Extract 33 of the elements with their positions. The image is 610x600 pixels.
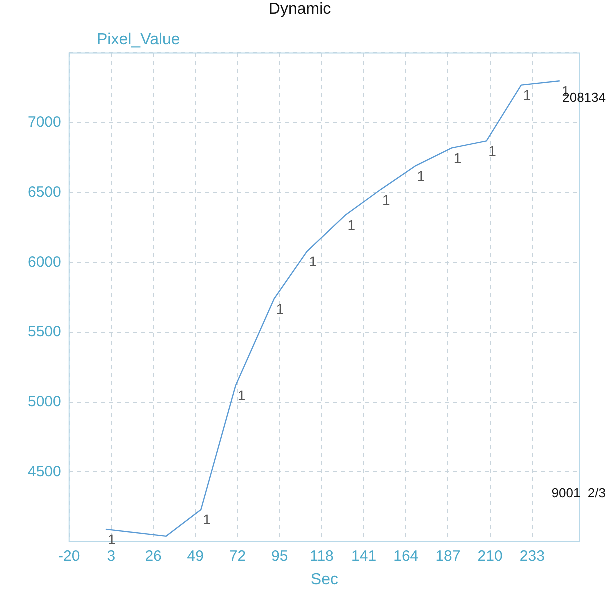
annotation: 1 [454,150,462,166]
y-tick-label: 5000 [28,393,62,410]
y-tick-label: 4500 [28,463,62,480]
x-tick-label: 49 [187,548,204,566]
annotation: 1 [348,217,356,234]
annotation: 1 [238,387,246,404]
x-tick-label: 118 [310,548,334,566]
y-tick-label: 6000 [28,254,62,271]
x-tick-label: -20 [58,548,80,566]
y-tick-label: 6500 [28,184,62,201]
y-tick-label: 7000 [28,114,62,132]
annotation: 1 [203,512,212,528]
x-axis-title: Sec [310,571,338,588]
annotation: 9001 2/3 [552,486,606,501]
annotation: 1 [488,143,497,160]
x-tick-label: 3 [107,548,116,566]
x-tick-label: 187 [436,548,461,566]
x-tick-label: 233 [520,548,545,566]
annotation: 1 [417,168,426,184]
annotation: 1 [309,253,318,270]
annotation: 1 [523,87,532,104]
y-tick-label: 5500 [28,324,62,341]
x-tick-label: 72 [229,548,246,566]
x-tick-label: 95 [272,548,288,566]
x-tick-label: 141 [352,548,377,566]
chart-title: Dynamic [268,1,332,18]
y-axis-title: Pixel_Value [97,32,180,49]
x-tick-label: 26 [145,548,162,566]
annotation: 1 [108,531,116,548]
annotation: 1 [382,192,391,208]
x-tick-label: 164 [394,548,419,566]
annotation: 1 [276,300,284,317]
x-tick-label: 210 [478,548,503,566]
